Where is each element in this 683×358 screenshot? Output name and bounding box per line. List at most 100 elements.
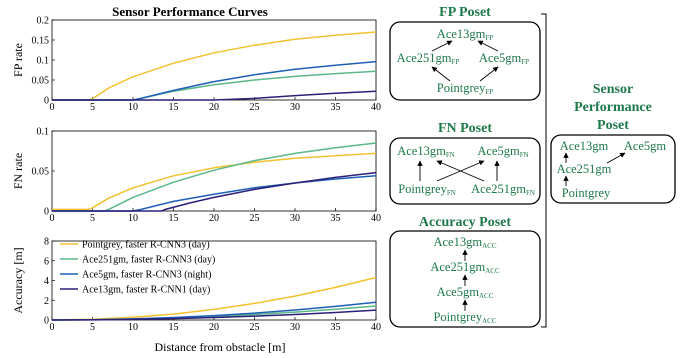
acc-node-ace251: Ace251gmACC (430, 260, 500, 275)
series-line-pointgrey (51, 276, 377, 321)
fn-node-pointgrey: PointgreyFN (398, 182, 456, 197)
y-tick-label: 8 (44, 237, 49, 248)
series-line-ace13 (51, 309, 377, 321)
x-tick-label: 25 (250, 322, 260, 333)
x-tick-label: 15 (169, 322, 179, 333)
accuracy-poset-title: Accuracy Poset (419, 215, 511, 230)
x-tick-label: 20 (209, 213, 219, 224)
chart-title: Sensor Performance Curves (112, 4, 268, 19)
plot-frame (51, 130, 377, 212)
y-tick-label: 0 (44, 316, 49, 327)
x-tick-label: 30 (290, 213, 300, 224)
x-tick-label: 40 (371, 102, 381, 113)
legend-label-ace251: Ace251gm, faster R-CNN3 (day) (82, 255, 215, 266)
fn-poset-box (389, 137, 541, 205)
x-tick-label: 5 (90, 102, 95, 113)
fn-node-ace13: Ace13gmFN (397, 144, 455, 159)
sensor-node-ace251: Ace251gm (557, 162, 612, 176)
sensor-edge-ace251-ace5 (606, 152, 626, 164)
sensor-node-ace5: Ace5gm (624, 139, 667, 153)
y-axis-label: FN rate (11, 153, 25, 189)
x-tick-label: 0 (50, 322, 55, 333)
acc-node-pointgrey: PointgreyACC (433, 310, 496, 325)
accuracy-panel: 0 5 10 15 20 25 30 35 40 0 2 4 6 8 Accuracy [m] (11, 237, 381, 334)
y-tick-label: 0.05 (32, 167, 50, 178)
accuracy-poset: Accuracy Poset Ace13gmACC Ace251gmACC Ac… (389, 215, 541, 328)
legend-label-pointgrey: Pointgrey, faster R-CNN3 (day) (82, 240, 210, 251)
legend: Pointgrey, faster R-CNN3 (day) Ace251gm,… (60, 240, 215, 296)
fp-poset-title: FP Poset (439, 5, 491, 20)
fp-edge-ace5-ace13 (477, 40, 499, 52)
x-tick-label: 0 (50, 102, 55, 113)
y-tick-label: 4 (44, 276, 49, 287)
sensor-poset-title-line2: Performance (574, 100, 652, 115)
x-tick-label: 10 (128, 322, 138, 333)
x-tick-label: 0 (50, 213, 55, 224)
combine-bracket (541, 13, 547, 328)
series-line-ace13 (52, 90, 377, 101)
fn-node-ace251: Ace251gmFN (471, 182, 535, 197)
x-tick-label: 30 (290, 102, 300, 113)
y-axis-label: Accuracy [m] (11, 247, 25, 313)
x-tick-label: 40 (371, 213, 381, 224)
x-tick-label: 10 (128, 213, 138, 224)
x-tick-label: 40 (371, 322, 381, 333)
fn-rate-panel: 0 5 10 15 20 25 30 35 40 0 0.05 0.1 FN rate (11, 127, 381, 225)
fp-poset-box (389, 21, 541, 101)
x-axis-label: Distance from obstacle [m] (155, 340, 286, 354)
x-tick-label: 10 (128, 102, 138, 113)
plot-frame (51, 19, 377, 101)
fn-node-ace5: Ace5gmFN (477, 144, 528, 159)
fp-edge-ace251-ace13 (431, 40, 453, 52)
x-tick-label: 30 (290, 322, 300, 333)
x-tick-label: 20 (209, 322, 219, 333)
fp-poset: FP Poset Ace13gmFP Ace251gmFP Ace5gmFP P… (389, 5, 541, 101)
y-tick-label: 0.1 (37, 56, 50, 67)
acc-node-ace5: Ace5gmACC (437, 285, 494, 300)
x-tick-label: 25 (250, 213, 260, 224)
series-line-ace13 (52, 171, 377, 212)
y-tick-label: 0.05 (32, 76, 50, 87)
fp-edge-pointgrey-ace251 (431, 66, 451, 82)
series-line-ace5 (52, 175, 377, 212)
fp-node-ace13: Ace13gmFP (437, 27, 494, 42)
fn-poset-title: FN Poset (438, 121, 492, 136)
x-tick-label: 25 (250, 102, 260, 113)
sensor-poset-title-line3: Poset (597, 118, 629, 133)
y-tick-label: 0 (44, 207, 49, 218)
fp-node-ace251: Ace251gmFP (397, 51, 460, 66)
series-line-ace251 (52, 70, 377, 101)
y-tick-label: 0.15 (32, 36, 50, 47)
y-tick-label: 0.1 (37, 127, 50, 138)
x-tick-label: 35 (331, 213, 341, 224)
fn-edge-ace251-ace13 (436, 160, 485, 182)
sensor-poset-box (550, 134, 676, 204)
y-axis-label: FP rate (11, 43, 25, 77)
fp-rate-panel: 0 5 10 15 20 25 30 35 40 0 0.05 0.1 0.15 0.2 FP rate (11, 16, 381, 114)
x-tick-label: 15 (169, 102, 179, 113)
series-line-pointgrey (52, 31, 377, 101)
y-tick-label: 6 (44, 256, 49, 267)
legend-label-ace5: Ace5gm, faster R-CNN3 (night) (82, 270, 211, 281)
y-tick-label: 0 (44, 96, 49, 107)
series-line-ace251 (52, 142, 377, 212)
fp-node-ace5: Ace5gmFP (479, 51, 529, 66)
legend-label-ace13: Ace13gm, faster R-CNN1 (day) (82, 285, 210, 296)
x-tick-label: 5 (90, 322, 95, 333)
series-line-pointgrey (52, 152, 377, 211)
x-tick-label: 5 (90, 213, 95, 224)
y-tick-label: 2 (44, 296, 49, 307)
x-tick-label: 35 (331, 322, 341, 333)
x-tick-label: 20 (209, 102, 219, 113)
x-tick-label: 35 (331, 102, 341, 113)
sensor-poset-title-line1: Sensor (593, 82, 633, 97)
fp-edge-pointgrey-ace5 (479, 66, 499, 82)
accuracy-poset-box (389, 230, 541, 328)
x-tick-label: 15 (169, 213, 179, 224)
plot-frame (51, 240, 377, 321)
fn-poset: FN Poset Ace13gmFN Ace5gmFN PointgreyFN … (389, 121, 541, 205)
sensor-performance-poset: Sensor Performance Poset Ace13gm Ace5gm … (550, 82, 676, 204)
fp-node-pointgrey: PointgreyFP (437, 81, 494, 96)
acc-node-ace13: Ace13gmACC (433, 235, 496, 250)
